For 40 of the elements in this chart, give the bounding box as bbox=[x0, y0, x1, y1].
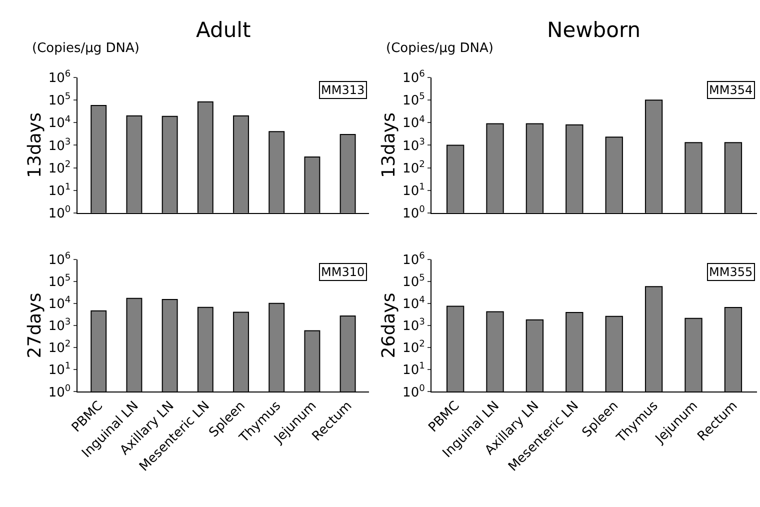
y-tick-label: 10$^{2}$ bbox=[402, 340, 425, 356]
y-tick-label: 10$^{1}$ bbox=[48, 362, 71, 378]
y-axis-title: 27days bbox=[24, 292, 46, 358]
chart-title: Newborn bbox=[547, 18, 641, 42]
chart-subtitle: (Copies/µg DNA) bbox=[386, 41, 494, 56]
y-tick-label: 10$^{2}$ bbox=[48, 340, 71, 356]
y-tick-label: 10$^{2}$ bbox=[402, 160, 425, 176]
y-tick-label: 10$^{0}$ bbox=[402, 384, 426, 400]
chart-title: Adult bbox=[196, 18, 251, 42]
y-tick-label: 10$^{3}$ bbox=[48, 318, 71, 334]
y-tick-label: 10$^{0}$ bbox=[48, 204, 71, 222]
y-tick-label: 10$^{1}$ bbox=[402, 182, 425, 199]
y-tick-label: 10$^{1}$ bbox=[402, 362, 425, 378]
chart-subtitle: (Copies/µg DNA) bbox=[32, 41, 140, 56]
annotation: MM354 bbox=[709, 83, 753, 97]
y-tick-label: 10$^{5}$ bbox=[48, 92, 71, 109]
y-tick-label: 10$^{6}$ bbox=[402, 251, 426, 268]
y-tick-label: 10$^{5}$ bbox=[402, 92, 425, 109]
y-tick-label: 10$^{1}$ bbox=[48, 182, 71, 199]
y-tick-label: 10$^{3}$ bbox=[402, 137, 426, 154]
y-tick-label: 10$^{4}$ bbox=[402, 114, 426, 132]
y-tick-label: 10$^{2}$ bbox=[48, 160, 71, 176]
y-tick-label: 10$^{6}$ bbox=[48, 70, 71, 86]
y-axis-title: 13days bbox=[378, 112, 400, 178]
annotation: MM355 bbox=[709, 265, 753, 279]
y-axis-title: 26days bbox=[378, 292, 400, 358]
y-tick-label: 10$^{4}$ bbox=[48, 114, 71, 132]
y-tick-label: 10$^{4}$ bbox=[48, 296, 71, 312]
annotation: MM313 bbox=[321, 83, 365, 97]
y-tick-label: 10$^{6}$ bbox=[402, 70, 426, 86]
y-tick-label: 10$^{3}$ bbox=[402, 318, 426, 334]
y-axis-title: 13days bbox=[24, 112, 46, 178]
y-tick-label: 10$^{4}$ bbox=[402, 296, 426, 312]
y-tick-label: 10$^{3}$ bbox=[48, 137, 71, 154]
annotation: MM310 bbox=[321, 265, 365, 279]
y-tick-label: 10$^{5}$ bbox=[402, 273, 425, 290]
y-tick-label: 10$^{0}$ bbox=[48, 384, 71, 400]
y-tick-label: 10$^{6}$ bbox=[48, 251, 71, 268]
y-tick-label: 10$^{0}$ bbox=[402, 204, 426, 222]
y-tick-label: 10$^{5}$ bbox=[48, 273, 71, 290]
